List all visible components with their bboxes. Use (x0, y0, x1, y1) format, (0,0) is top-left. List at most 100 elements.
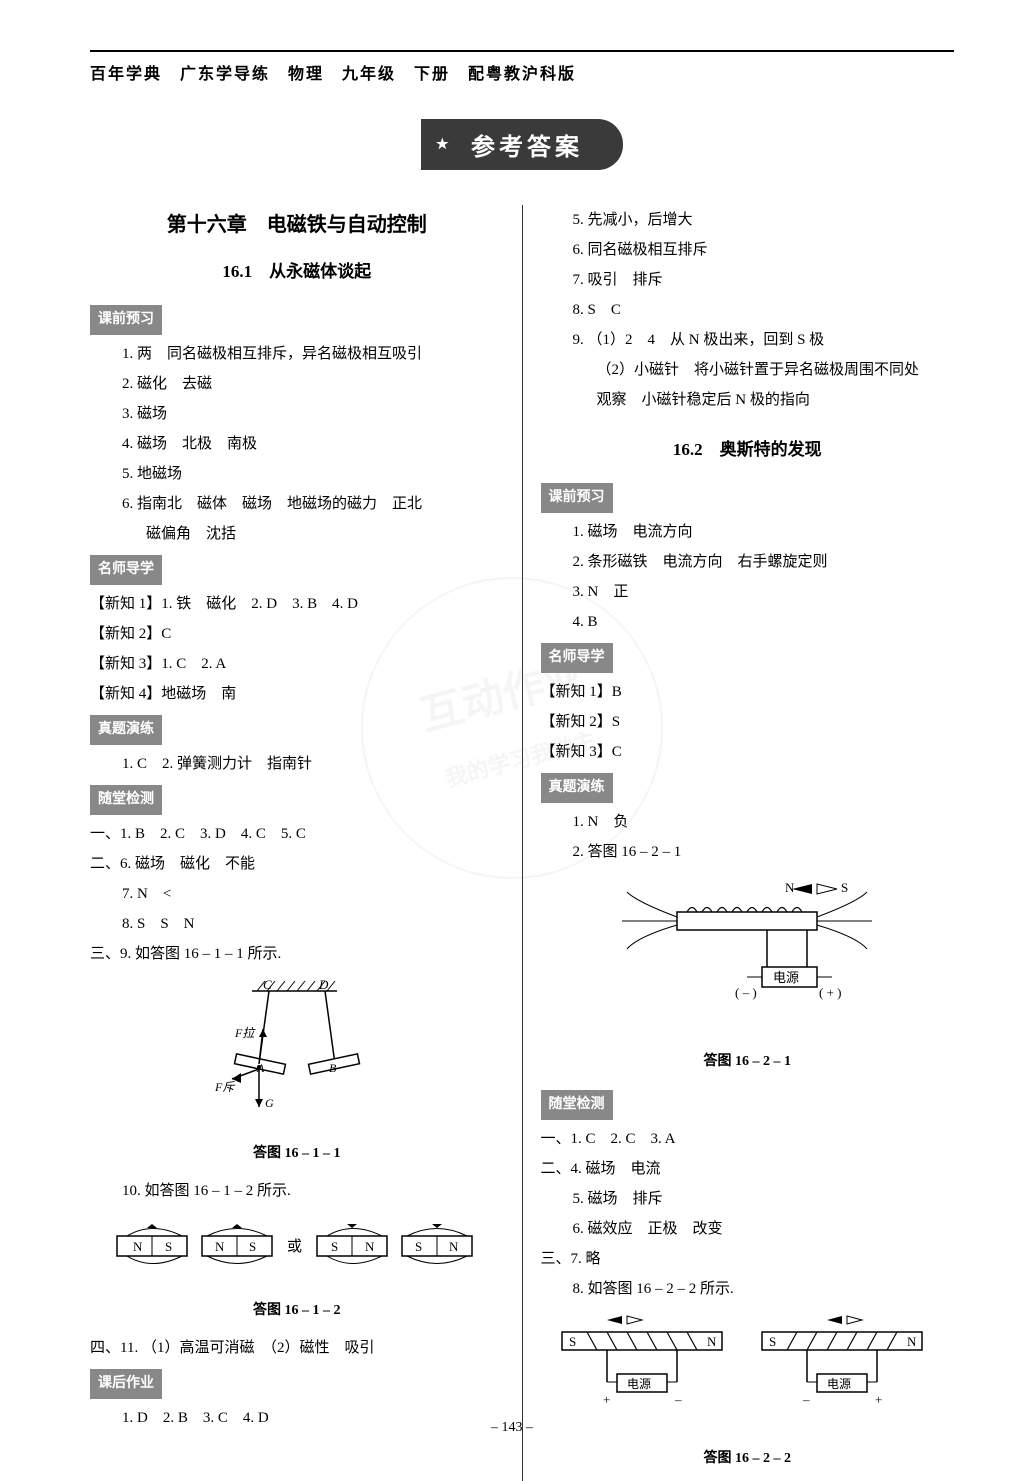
fig-16-2-1-caption: 答图 16 – 2 – 1 (541, 1048, 955, 1076)
svg-text:F拉: F拉 (234, 1026, 256, 1040)
hw-9: 9. （1）2 4 从 N 极出来，回到 S 极 (541, 325, 955, 355)
r-guide-x2: 【新知 2】S (541, 707, 955, 737)
prep-4: 4. 磁场 北极 南极 (90, 429, 504, 459)
guide-x4: 【新知 4】地磁场 南 (90, 679, 504, 709)
label-test: 随堂检测 (90, 785, 162, 815)
figure-16-2-1: N S (541, 877, 955, 1038)
r-label-preview: 课前预习 (541, 483, 613, 513)
svg-text:C: C (263, 979, 272, 992)
svg-text:N: N (365, 1239, 375, 1254)
svg-text:D: D (318, 979, 329, 992)
answer-banner: 参考答案 (421, 119, 623, 170)
r-guide-x1: 【新知 1】B (541, 677, 955, 707)
test-11: 四、11. （1）高温可消磁 （2）磁性 吸引 (90, 1333, 504, 1363)
label-drill: 真题演练 (90, 715, 162, 745)
svg-text:S: S (165, 1239, 172, 1254)
svg-text:S: S (249, 1239, 256, 1254)
svg-text:电源: 电源 (627, 1377, 651, 1391)
test-2: 二、6. 磁场 磁化 不能 (90, 849, 504, 879)
test-2b: 7. N < (90, 879, 504, 909)
fig-16-1-2-caption: 答图 16 – 1 – 2 (90, 1297, 504, 1325)
svg-text:S: S (769, 1334, 776, 1349)
hw-9c: 观察 小磁针稳定后 N 极的指向 (541, 385, 955, 415)
drill-1: 1. C 2. 弹簧测力计 指南针 (90, 749, 504, 779)
test-1: 一、1. B 2. C 3. D 4. C 5. C (90, 819, 504, 849)
svg-text:G: G (265, 1096, 274, 1110)
figure-16-2-2: S N 电源 + – S N (541, 1314, 955, 1435)
prep-1: 1. 两 同名磁极相互排斥，异名磁极相互吸引 (90, 339, 504, 369)
hw-7: 7. 吸引 排斥 (541, 265, 955, 295)
svg-text:N: N (133, 1239, 143, 1254)
guide-x1: 【新知 1】1. 铁 磁化 2. D 3. B 4. D (90, 589, 504, 619)
prep-3: 3. 磁场 (90, 399, 504, 429)
r-label-guide: 名师导学 (541, 643, 613, 673)
fig-16-2-2-caption: 答图 16 – 2 – 2 (541, 1445, 955, 1473)
r-prep-2: 2. 条形磁铁 电流方向 右手螺旋定则 (541, 547, 955, 577)
r-test-2b: 5. 磁场 排斥 (541, 1184, 955, 1214)
svg-text:F斥: F斥 (214, 1080, 235, 1094)
svg-text:S: S (841, 880, 848, 895)
r-test-3b: 8. 如答图 16 – 2 – 2 所示. (541, 1274, 955, 1304)
left-column: 第十六章 电磁铁与自动控制 16.1 从永磁体谈起 课前预习 1. 两 同名磁极… (90, 205, 504, 1481)
svg-text:S: S (331, 1239, 338, 1254)
svg-text:S: S (569, 1334, 576, 1349)
guide-x2: 【新知 2】C (90, 619, 504, 649)
svg-text:S: S (415, 1239, 422, 1254)
svg-text:–: – (802, 1392, 810, 1407)
svg-text:N: N (907, 1334, 917, 1349)
figure-16-1-2: NS NS 或 SN SN (90, 1216, 504, 1287)
r-test-3: 三、7. 略 (541, 1244, 955, 1274)
banner-wrap: 参考答案 (90, 119, 954, 170)
svg-text:或: 或 (287, 1238, 302, 1255)
right-column: 5. 先减小，后增大 6. 同名磁极相互排斥 7. 吸引 排斥 8. S C 9… (541, 205, 955, 1481)
hw-5: 5. 先减小，后增大 (541, 205, 955, 235)
svg-text:( + ): ( + ) (819, 985, 842, 1000)
test-3: 三、9. 如答图 16 – 1 – 1 所示. (90, 939, 504, 969)
hw-1: 1. D 2. B 3. C 4. D (90, 1403, 504, 1433)
svg-text:–: – (674, 1392, 682, 1407)
prep-6b: 磁偏角 沈括 (90, 519, 504, 549)
svg-text:电源: 电源 (827, 1377, 851, 1391)
section-title-16-1: 16.1 从永磁体谈起 (90, 255, 504, 289)
r-test-2: 二、4. 磁场 电流 (541, 1154, 955, 1184)
page-number: – 143 – (491, 1420, 533, 1436)
prep-6: 6. 指南北 磁体 磁场 地磁场的磁力 正北 (90, 489, 504, 519)
hw-8: 8. S C (541, 295, 955, 325)
column-divider (522, 205, 523, 1481)
r-prep-4: 4. B (541, 607, 955, 637)
svg-text:+: + (603, 1392, 610, 1407)
svg-text:B: B (329, 1061, 337, 1075)
svg-text:N: N (449, 1239, 459, 1254)
book-header: 百年学典 广东学导练 物理 九年级 下册 配粤教沪科版 (90, 60, 954, 84)
label-guide: 名师导学 (90, 555, 162, 585)
figure-16-1-1: C D A B F拉 F斥 (90, 979, 504, 1130)
section-title-16-2: 16.2 奥斯特的发现 (541, 433, 955, 467)
label-homework: 课后作业 (90, 1369, 162, 1399)
chapter-title: 第十六章 电磁铁与自动控制 (90, 205, 504, 245)
test-2c: 8. S S N (90, 909, 504, 939)
header-rule (90, 50, 954, 52)
r-label-drill: 真题演练 (541, 773, 613, 803)
svg-text:N: N (215, 1239, 225, 1254)
svg-text:N: N (707, 1334, 717, 1349)
svg-text:( – ): ( – ) (735, 985, 757, 1000)
hw-6: 6. 同名磁极相互排斥 (541, 235, 955, 265)
r-guide-x3: 【新知 3】C (541, 737, 955, 767)
prep-2: 2. 磁化 去磁 (90, 369, 504, 399)
r-label-test: 随堂检测 (541, 1090, 613, 1120)
test-10: 10. 如答图 16 – 1 – 2 所示. (90, 1176, 504, 1206)
r-test-2c: 6. 磁效应 正极 改变 (541, 1214, 955, 1244)
guide-x3: 【新知 3】1. C 2. A (90, 649, 504, 679)
r-drill-2: 2. 答图 16 – 2 – 1 (541, 837, 955, 867)
r-prep-1: 1. 磁场 电流方向 (541, 517, 955, 547)
svg-text:电源: 电源 (773, 970, 799, 985)
svg-text:+: + (875, 1392, 882, 1407)
fig-16-1-1-caption: 答图 16 – 1 – 1 (90, 1140, 504, 1168)
prep-5: 5. 地磁场 (90, 459, 504, 489)
hw-9b: （2）小磁针 将小磁针置于异名磁极周围不同处 (541, 355, 955, 385)
svg-text:N: N (785, 880, 795, 895)
r-test-1: 一、1. C 2. C 3. A (541, 1124, 955, 1154)
r-drill-1: 1. N 负 (541, 807, 955, 837)
label-preview: 课前预习 (90, 305, 162, 335)
r-prep-3: 3. N 正 (541, 577, 955, 607)
